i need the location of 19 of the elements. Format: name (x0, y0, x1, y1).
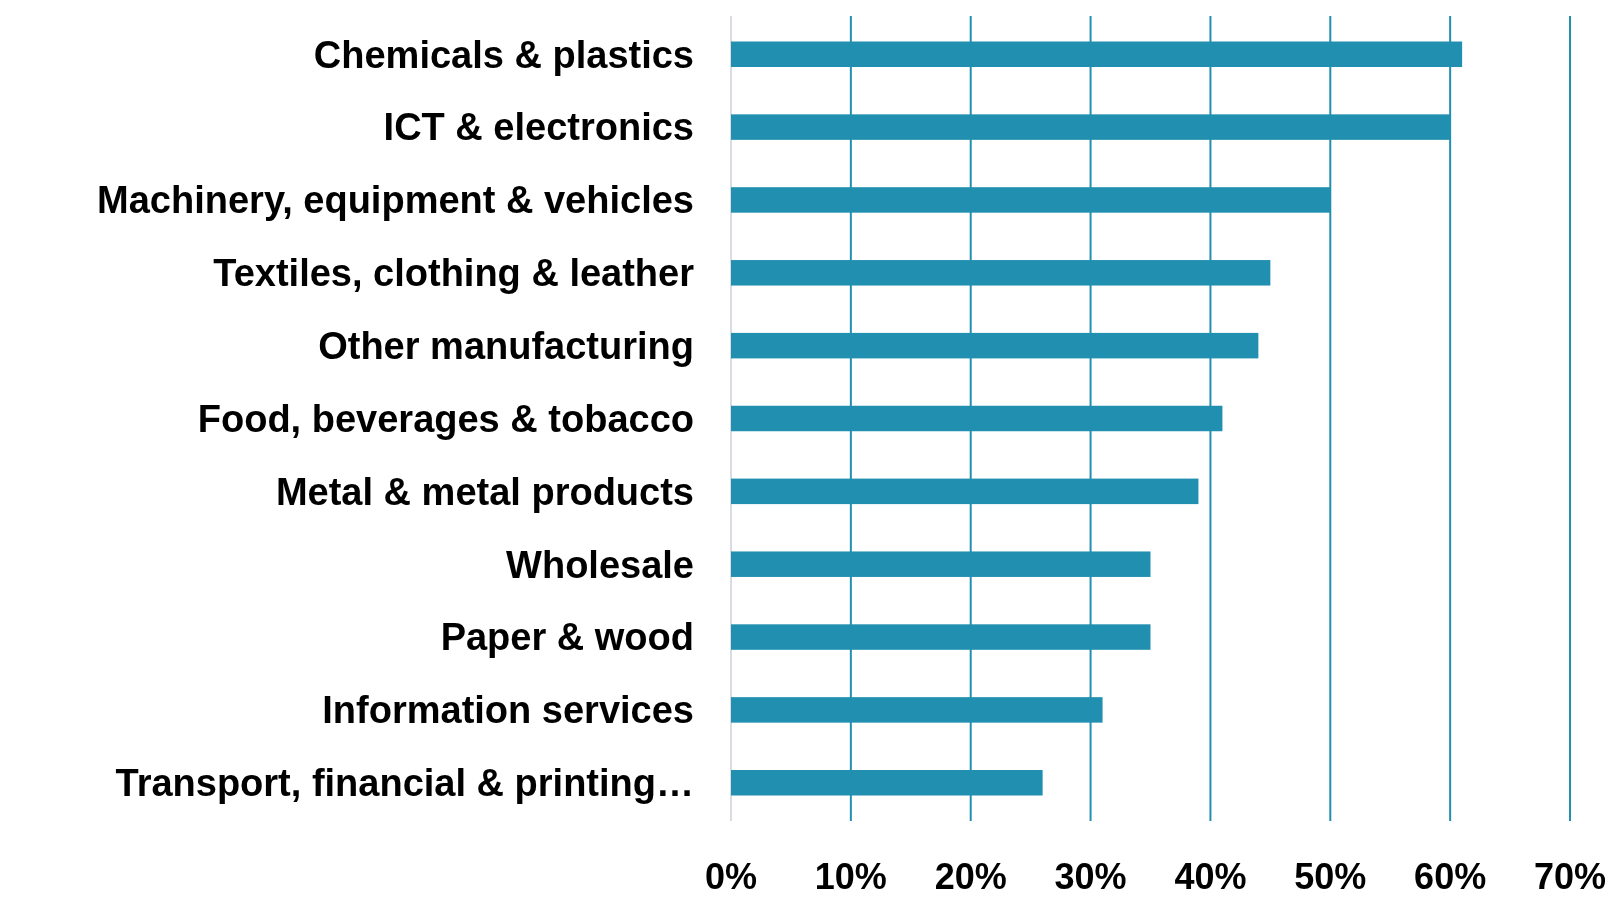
y-tick-label: Paper & wood (440, 616, 694, 659)
x-tick-label: 0% (704, 856, 758, 897)
y-tick-label: Food, beverages & tobacco (197, 397, 694, 440)
x-tick-label: 30% (1054, 856, 1127, 897)
y-tick-label: Information services (322, 689, 694, 732)
y-tick-label: Textiles, clothing & leather (213, 252, 695, 295)
y-tick-label: Other manufacturing (318, 324, 694, 367)
x-tick-label: 70% (1533, 856, 1607, 897)
y-tick-label: ICT & electronics (383, 106, 694, 149)
y-tick-label: Transport, financial & printing… (115, 762, 694, 805)
y-tick-label: Chemicals & plastics (313, 33, 694, 76)
x-tick-label: 50% (1294, 856, 1367, 897)
x-tick-label: 60% (1414, 856, 1487, 897)
y-tick-label: Machinery, equipment & vehicles (97, 179, 694, 222)
y-tick-label: Wholesale (506, 543, 694, 586)
x-tick-label: 10% (814, 856, 887, 897)
x-tick-label: 40% (1174, 856, 1247, 897)
x-tick-label: 20% (934, 856, 1007, 897)
y-tick-label: Metal & metal products (275, 470, 694, 513)
